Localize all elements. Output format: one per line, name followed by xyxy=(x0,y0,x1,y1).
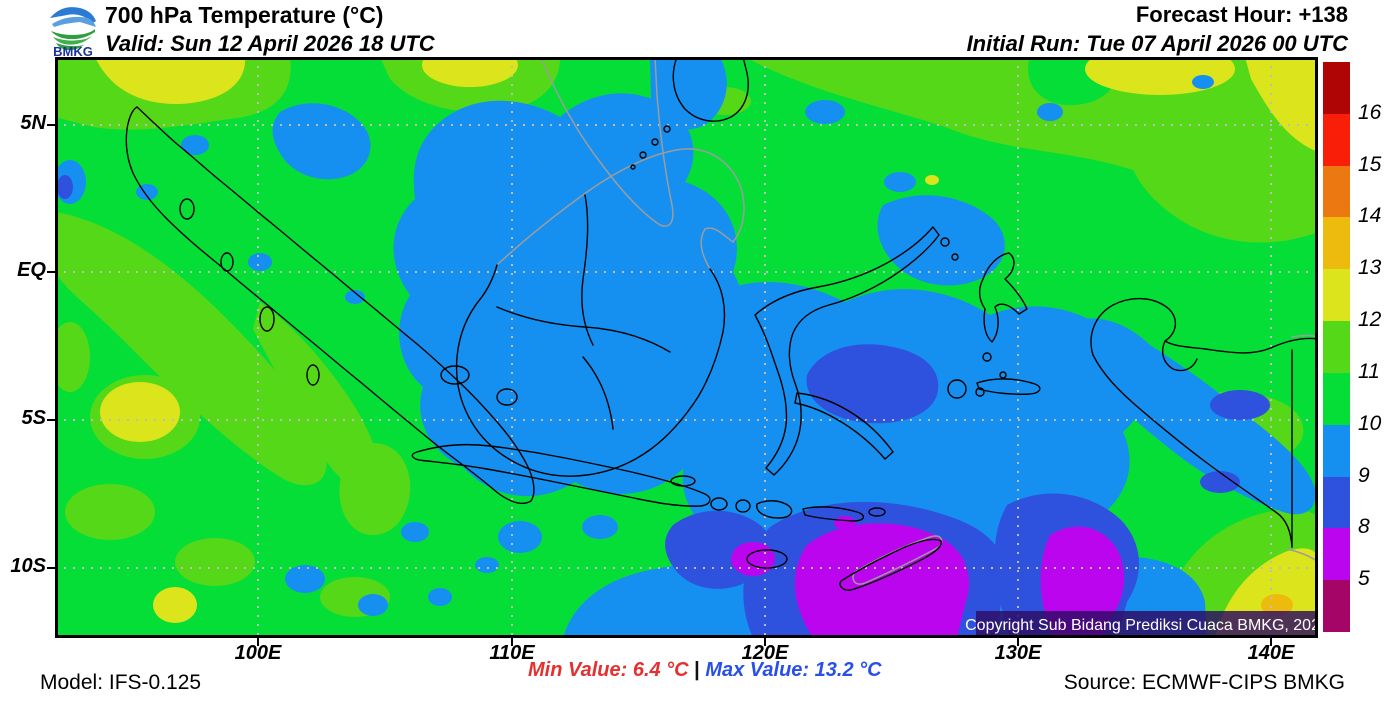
lon-tick xyxy=(257,638,259,646)
colorbar-tick-label: 5 xyxy=(1358,567,1370,591)
lon-tick-label: 110E xyxy=(489,642,535,664)
lon-tick-label: 100E xyxy=(234,642,282,664)
bmkg-logo-graphic: BMKG xyxy=(49,1,97,59)
lon-tick xyxy=(1270,638,1272,646)
bmkg-logo-icon: BMKG xyxy=(44,1,102,59)
map-frame xyxy=(55,57,1318,638)
colorbar-segment xyxy=(1323,113,1350,166)
colorbar-tick-label: 13 xyxy=(1358,256,1382,280)
colorbar-segment xyxy=(1323,165,1350,218)
colorbar-tick-label: 8 xyxy=(1358,515,1370,539)
lat-tick-label: EQ xyxy=(17,259,46,281)
colorbar xyxy=(1323,62,1350,632)
colorbar-segment xyxy=(1323,372,1350,425)
lat-tick-label: 10S xyxy=(10,555,46,577)
lon-tick-label: 130E xyxy=(994,642,1042,664)
lon-tick-label: 140E xyxy=(1247,642,1295,664)
copyright-overlay: Copyright Sub Bidang Prediksi Cuaca BMKG… xyxy=(965,611,1318,638)
temperature-map-canvas: Copyright Sub Bidang Prediksi Cuaca BMKG… xyxy=(55,57,1318,638)
colorbar-tick-label: 14 xyxy=(1358,204,1382,228)
minmax-separator: | xyxy=(688,659,706,681)
colorbar-segment xyxy=(1323,321,1350,373)
lat-tick xyxy=(47,271,55,273)
coastline-black xyxy=(125,57,1318,591)
page-title: 700 hPa Temperature (°C) xyxy=(105,2,384,28)
colorbar-tick-label: 9 xyxy=(1358,463,1370,487)
graticule-gridlines xyxy=(55,57,1318,638)
colorbar-tick-label: 12 xyxy=(1358,308,1382,332)
colorbar-segment xyxy=(1323,424,1350,477)
colorbar-tick-label: 10 xyxy=(1358,411,1382,435)
max-value-label: Max Value: 13.2 °C xyxy=(705,659,882,681)
lon-tick xyxy=(1017,638,1019,646)
min-value-label: Min Value: 6.4 °C xyxy=(528,659,689,681)
lon-tick-label: 120E xyxy=(741,642,789,664)
lon-tick xyxy=(764,638,766,646)
lat-tick-label: 5N xyxy=(20,112,46,134)
lat-tick xyxy=(47,567,55,569)
colorbar-segment xyxy=(1323,62,1350,114)
colorbar-segment xyxy=(1323,476,1350,529)
colorbar-tick-label: 11 xyxy=(1358,359,1380,383)
source-label: Source: ECMWF-CIPS BMKG xyxy=(1063,671,1345,694)
lat-tick xyxy=(47,124,55,126)
minmax-values: Min Value: 6.4 °C | Max Value: 13.2 °C xyxy=(528,659,882,682)
lon-tick xyxy=(511,638,513,646)
valid-datetime: Valid: Sun 12 April 2026 18 UTC xyxy=(105,31,435,56)
initial-run: Initial Run: Tue 07 April 2026 00 UTC xyxy=(966,31,1348,56)
forecast-hour: Forecast Hour: +138 xyxy=(1135,2,1348,27)
lat-tick xyxy=(47,419,55,421)
lat-tick-label: 5S xyxy=(21,407,46,429)
colorbar-segment xyxy=(1323,580,1350,632)
colorbar-segment xyxy=(1323,528,1350,581)
bmkg-logo-label: BMKG xyxy=(53,44,93,57)
colorbar-tick-label: 15 xyxy=(1358,152,1382,176)
model-label: Model: IFS-0.125 xyxy=(40,671,202,694)
temp-band-12-13 xyxy=(95,57,1318,638)
colorbar-segment xyxy=(1323,269,1350,322)
colorbar-tick-label: 16 xyxy=(1358,100,1382,124)
copyright-text: Copyright Sub Bidang Prediksi Cuaca BMKG… xyxy=(965,617,1318,634)
colorbar-segment xyxy=(1323,217,1350,270)
